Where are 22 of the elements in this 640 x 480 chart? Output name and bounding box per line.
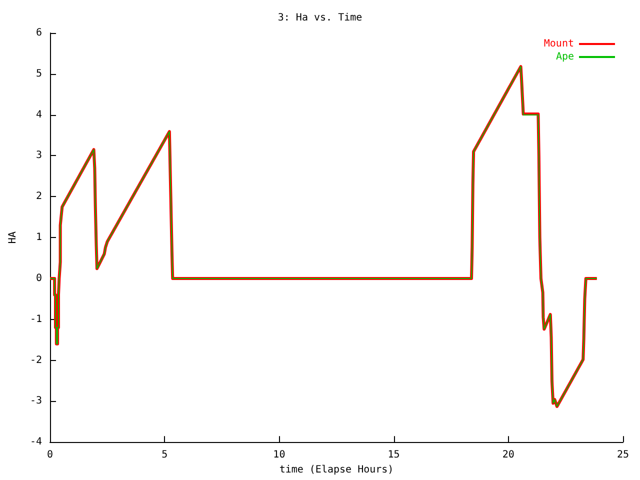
y-axis-title: HA: [8, 232, 18, 244]
legend-label: Ape: [556, 52, 574, 62]
y-tick-label: 2: [36, 191, 42, 202]
chart-title: 3: Ha vs. Time: [278, 12, 362, 24]
y-tick-label: 4: [36, 109, 42, 120]
y-tick-label: -4: [30, 436, 42, 448]
y-tick-label: 6: [36, 28, 42, 38]
y-tick-label: -3: [30, 396, 42, 407]
x-tick-label: 20: [502, 450, 514, 461]
y-tick-label: 0: [36, 272, 42, 284]
x-tick-label: 0: [46, 450, 54, 461]
x-tick-label: 25: [616, 450, 630, 461]
y-tick-label: -1: [30, 314, 42, 325]
x-tick-label: 5: [162, 450, 168, 461]
y-tick-label: 1: [36, 232, 42, 244]
x-tick-label: 15: [388, 450, 400, 461]
legend-label: Mount: [544, 38, 574, 50]
y-tick-label: 5: [36, 68, 42, 80]
y-tick-label: -2: [30, 354, 42, 366]
y-tick-label: 3: [36, 150, 42, 162]
x-axis-title: time (Elapse Hours): [279, 464, 394, 476]
x-tick-label: 10: [273, 450, 286, 461]
